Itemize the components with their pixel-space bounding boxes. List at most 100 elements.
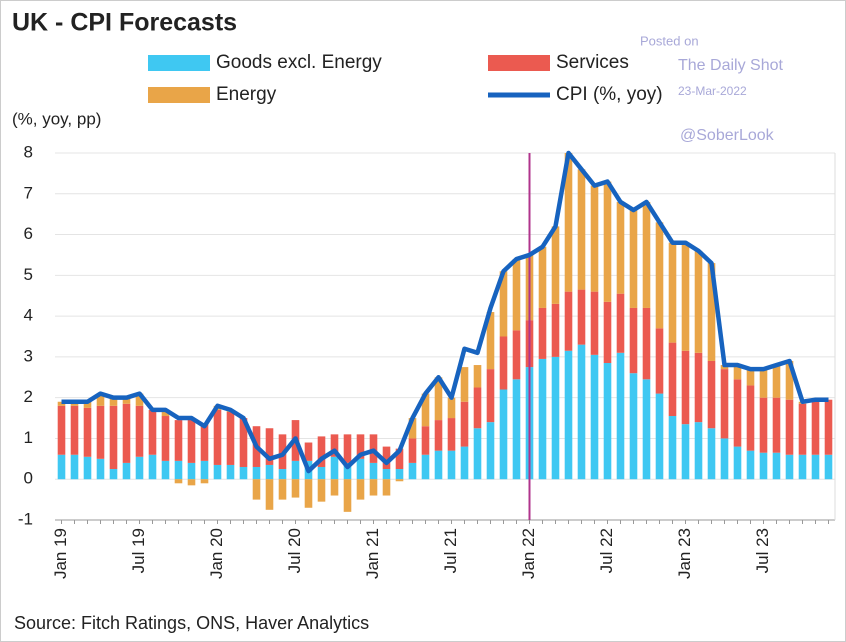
bar <box>772 397 781 453</box>
bar <box>434 377 443 421</box>
bar <box>798 454 807 480</box>
bar <box>174 460 183 480</box>
bar <box>109 405 118 470</box>
bar <box>668 242 677 343</box>
bar <box>447 418 456 451</box>
bar <box>343 462 352 480</box>
bar <box>265 428 274 465</box>
bar <box>200 424 209 461</box>
bar <box>785 454 794 480</box>
bar <box>356 479 365 500</box>
bar <box>109 397 118 406</box>
bar <box>512 330 521 380</box>
bar <box>694 352 703 423</box>
bar <box>265 479 274 510</box>
bar <box>473 365 482 388</box>
bar <box>213 409 222 465</box>
x-tick-label: Jan 22 <box>519 528 538 579</box>
x-tick-label: Jul 21 <box>441 528 460 573</box>
legend-swatch <box>488 55 550 71</box>
bar <box>473 428 482 480</box>
x-tick-label: Jan 23 <box>675 528 694 579</box>
bar <box>395 469 404 480</box>
bar <box>460 401 469 447</box>
bar <box>577 169 586 290</box>
bar <box>317 466 326 480</box>
bar <box>213 464 222 480</box>
bar <box>590 354 599 480</box>
bar <box>356 458 365 480</box>
bar <box>707 428 716 480</box>
bar <box>473 387 482 429</box>
bar <box>278 469 287 480</box>
bar <box>174 420 183 461</box>
bar <box>70 454 79 480</box>
x-tick-label: Jul 20 <box>285 528 304 573</box>
y-tick-label: 5 <box>24 265 33 284</box>
bar <box>629 210 638 308</box>
x-tick-label: Jan 19 <box>51 528 70 579</box>
bar <box>590 185 599 292</box>
bar <box>603 301 612 364</box>
bar <box>811 399 820 455</box>
bar <box>343 479 352 512</box>
bar <box>252 466 261 480</box>
bar <box>772 365 781 398</box>
bar <box>486 369 495 423</box>
bar <box>720 369 729 439</box>
bar <box>720 438 729 480</box>
bar <box>278 479 287 500</box>
bar <box>135 393 144 406</box>
bar <box>226 411 235 465</box>
bar <box>408 438 417 463</box>
watermark: @SoberLook <box>680 127 775 144</box>
bar <box>122 403 131 463</box>
y-axis-label: (%, yoy, pp) <box>12 109 101 128</box>
bar <box>330 456 339 480</box>
bar <box>551 303 560 357</box>
bar <box>434 450 443 480</box>
bar <box>629 307 638 374</box>
y-tick-label: 0 <box>24 469 33 488</box>
bar <box>746 450 755 480</box>
bar <box>122 462 131 480</box>
bar <box>512 379 521 480</box>
bar <box>291 479 300 498</box>
bar <box>421 393 430 427</box>
bar <box>655 328 664 394</box>
bar <box>668 416 677 480</box>
x-tick-label: Jul 22 <box>597 528 616 573</box>
bar <box>70 405 79 455</box>
bar <box>317 479 326 502</box>
y-tick-label: 2 <box>24 387 33 406</box>
bar <box>616 293 625 353</box>
bar <box>733 365 742 380</box>
bar <box>655 222 664 329</box>
bar <box>603 181 612 302</box>
bar <box>304 442 313 461</box>
legend-swatch <box>148 55 210 71</box>
bar <box>434 420 443 451</box>
watermark: Posted on <box>640 33 699 48</box>
bar <box>369 462 378 480</box>
bar <box>421 426 430 455</box>
bar <box>83 407 92 457</box>
bar <box>499 389 508 480</box>
bar <box>824 454 833 480</box>
bar <box>96 393 105 406</box>
bar <box>746 369 755 386</box>
bar <box>408 418 417 439</box>
bar <box>148 409 157 455</box>
x-tick-label: Jul 19 <box>129 528 148 573</box>
bar <box>408 462 417 480</box>
bar <box>785 399 794 455</box>
bar <box>681 350 690 425</box>
bar <box>57 405 66 455</box>
x-tick-label: Jan 20 <box>207 528 226 579</box>
bar <box>395 479 404 482</box>
bar <box>707 360 716 429</box>
bar <box>486 312 495 370</box>
bar <box>343 434 352 463</box>
legend-label: Services <box>556 52 629 73</box>
bar <box>564 350 573 480</box>
